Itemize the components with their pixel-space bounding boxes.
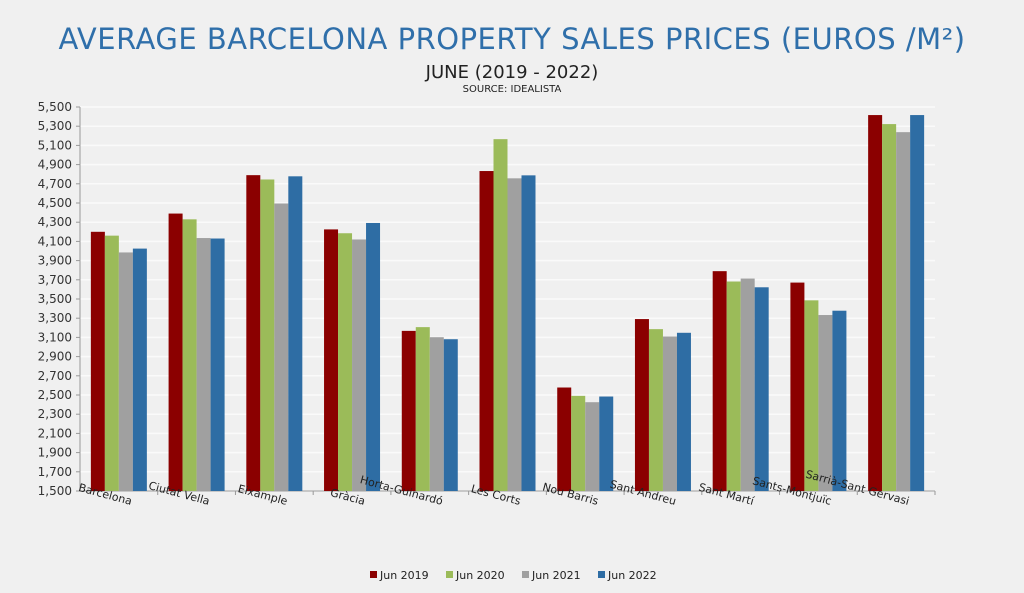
legend-label: Jun 2020 xyxy=(455,569,505,582)
legend-swatch xyxy=(598,571,605,578)
y-tick-label: 2,500 xyxy=(38,388,72,402)
chart-source: SOURCE: IDEALISTA xyxy=(462,84,562,95)
y-tick-label: 4,100 xyxy=(38,234,72,248)
bar xyxy=(571,395,586,491)
bar xyxy=(648,329,663,491)
y-tick-label: 4,700 xyxy=(38,177,72,191)
y-tick-label: 4,500 xyxy=(38,196,72,210)
bar xyxy=(132,248,147,491)
bar xyxy=(896,132,911,492)
legend-label: Jun 2021 xyxy=(531,569,581,582)
bar xyxy=(726,281,741,491)
y-tick-label: 4,300 xyxy=(38,215,72,229)
bar xyxy=(521,175,536,492)
bar xyxy=(740,278,755,491)
bar xyxy=(832,310,847,491)
y-tick-label: 3,300 xyxy=(38,311,72,325)
bar xyxy=(429,337,444,491)
bar xyxy=(90,231,105,492)
legend-label: Jun 2022 xyxy=(607,569,657,582)
bar xyxy=(882,124,897,491)
legend-swatch xyxy=(446,571,453,578)
bar xyxy=(196,238,211,491)
bar xyxy=(493,139,508,491)
bar xyxy=(366,222,381,491)
bar xyxy=(479,171,494,492)
legend-swatch xyxy=(370,571,377,578)
y-tick-label: 5,100 xyxy=(38,138,72,152)
y-tick-label: 1,700 xyxy=(38,465,72,479)
bar xyxy=(246,175,261,491)
y-tick-label: 2,700 xyxy=(38,369,72,383)
bar xyxy=(443,339,458,491)
bar xyxy=(168,213,183,491)
y-tick-label: 2,300 xyxy=(38,407,72,421)
bar xyxy=(182,219,197,491)
bar xyxy=(415,327,430,491)
bar xyxy=(507,178,522,491)
bar xyxy=(804,300,819,491)
y-tick-label: 3,900 xyxy=(38,254,72,268)
y-tick-label: 3,100 xyxy=(38,330,72,344)
y-tick-label: 3,500 xyxy=(38,292,72,306)
bar xyxy=(662,336,677,491)
bar xyxy=(274,203,289,492)
y-tick-label: 1,900 xyxy=(38,446,72,460)
y-tick-label: 2,900 xyxy=(38,350,72,364)
bar xyxy=(910,115,925,492)
bar xyxy=(338,233,353,492)
y-tick-label: 5,500 xyxy=(38,100,72,114)
y-tick-label: 4,900 xyxy=(38,158,72,172)
bar xyxy=(676,332,691,491)
y-tick-label: 1,500 xyxy=(38,484,72,498)
bar xyxy=(634,319,649,491)
chart-title: AVERAGE BARCELONA PROPERTY SALES PRICES … xyxy=(58,22,966,56)
bar xyxy=(585,402,600,491)
chart-subtitle: JUNE (2019 - 2022) xyxy=(425,62,599,83)
bar xyxy=(288,176,303,491)
bar xyxy=(210,238,225,491)
bar xyxy=(118,252,133,491)
bar xyxy=(401,330,416,491)
bar xyxy=(754,287,769,491)
bar xyxy=(818,315,833,491)
bar xyxy=(324,229,339,491)
bar xyxy=(352,239,367,491)
legend-swatch xyxy=(522,571,529,578)
bar xyxy=(104,235,119,491)
bar xyxy=(868,115,883,492)
y-tick-label: 3,700 xyxy=(38,273,72,287)
legend-label: Jun 2019 xyxy=(379,569,429,582)
bar xyxy=(712,271,727,491)
bar xyxy=(260,179,275,492)
bar xyxy=(599,396,614,491)
bar xyxy=(790,282,805,491)
y-tick-label: 5,300 xyxy=(38,119,72,133)
y-tick-label: 2,100 xyxy=(38,426,72,440)
bar xyxy=(557,387,572,491)
